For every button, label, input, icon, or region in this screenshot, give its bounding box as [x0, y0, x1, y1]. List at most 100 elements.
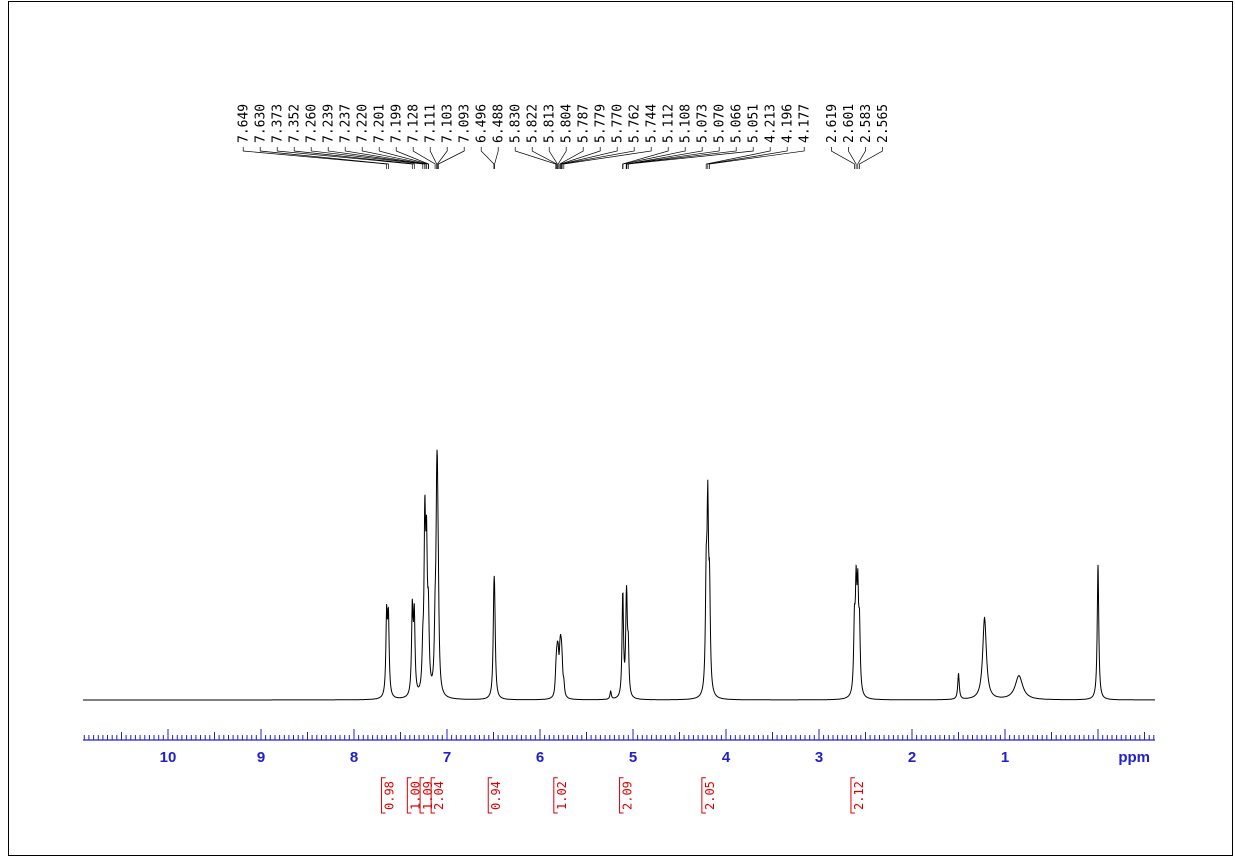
peak-label-connector	[831, 147, 855, 169]
peak-label: 7.239	[322, 104, 337, 143]
axis-tick-label: 8	[350, 749, 358, 766]
peak-label-connector	[707, 147, 788, 169]
peak-label: 4.196	[781, 104, 796, 143]
peak-label: 7.128	[407, 104, 422, 143]
peak-label: 6.496	[475, 104, 490, 143]
peak-label: 5.070	[713, 104, 728, 143]
peak-label-connector	[480, 147, 495, 169]
peak-label-connector	[327, 147, 426, 169]
peak-label: 5.822	[526, 104, 541, 143]
peak-label-connector	[709, 147, 805, 169]
peak-label-connector	[361, 147, 427, 169]
integral-bracket	[419, 777, 425, 814]
integral-value: 2.09	[621, 781, 635, 810]
integral-value: 1.00	[408, 781, 422, 810]
peak-label: 5.804	[560, 104, 575, 143]
peak-label: 7.373	[271, 104, 286, 143]
peak-label-connector	[548, 147, 558, 169]
peak-label-connector	[438, 147, 465, 169]
peak-label: 5.051	[747, 104, 762, 143]
peak-label-connector	[622, 147, 686, 169]
axis-tick-label: 4	[722, 749, 731, 766]
integral-bracket	[487, 777, 493, 814]
peak-label: 7.199	[390, 104, 405, 143]
peak-label-connector	[259, 147, 389, 169]
peak-label: 5.066	[730, 104, 745, 143]
peak-label-connector	[848, 147, 857, 169]
peak-label: 5.762	[628, 104, 643, 143]
peak-label-connector	[412, 147, 436, 169]
integral-value: 2.05	[703, 781, 717, 810]
integral-value: 0.98	[383, 781, 397, 810]
peak-label: 7.093	[458, 104, 473, 143]
peak-label: 7.111	[424, 104, 439, 143]
integral-value: 2.12	[852, 781, 866, 810]
peak-label-connector	[705, 147, 771, 169]
peak-label-connector	[626, 147, 737, 169]
peak-label-connector	[626, 147, 720, 169]
peak-label-connector	[310, 147, 424, 169]
peak-label-connector	[344, 147, 426, 169]
integral-bracket	[619, 777, 624, 814]
peak-label: 7.103	[441, 104, 456, 143]
peak-label-connector	[859, 147, 883, 169]
peak-label-connector	[395, 147, 429, 169]
integral-value: 2.04	[432, 781, 446, 810]
axis-tick-label: 6	[536, 749, 544, 766]
peak-label-connector	[561, 147, 618, 169]
peak-label-connector	[293, 147, 415, 169]
peak-label: 7.260	[305, 104, 320, 143]
integral-bracket	[430, 777, 436, 814]
integral-value: 1.02	[555, 781, 569, 810]
spectrum-trace	[83, 449, 1155, 701]
peak-label-connector	[857, 147, 866, 169]
peak-label: 2.583	[859, 104, 874, 143]
peak-label: 2.619	[825, 104, 840, 143]
peak-label: 7.352	[288, 104, 303, 143]
axis-tick-label: 2	[908, 749, 916, 766]
peak-label: 5.073	[696, 104, 711, 143]
peak-label: 5.787	[577, 104, 592, 143]
peak-label: 5.112	[662, 104, 677, 143]
integral-value: 0.94	[489, 781, 503, 810]
peak-label-connector	[242, 147, 387, 169]
peak-label: 7.630	[254, 104, 269, 143]
peak-label: 5.770	[611, 104, 626, 143]
peak-label-connector	[563, 147, 652, 169]
peak-label-connector	[622, 147, 669, 169]
axis-tick-label: 10	[160, 749, 177, 766]
peak-label: 5.830	[509, 104, 524, 143]
peak-label: 5.813	[543, 104, 558, 143]
axis-tick-label: 5	[629, 749, 637, 766]
peak-label-connector	[437, 147, 448, 169]
axis-tick-label: 3	[815, 749, 823, 766]
peak-label-connector	[531, 147, 557, 169]
integral-bracket	[406, 777, 412, 814]
peak-label: 5.108	[679, 104, 694, 143]
peak-label: 5.779	[594, 104, 609, 143]
integral-bracket	[850, 777, 855, 814]
peak-label-connector	[559, 147, 584, 169]
peak-label-connector	[514, 147, 557, 169]
integral-bracket	[553, 777, 558, 814]
peak-label-connector	[494, 147, 499, 169]
axis-tick-label: 1	[1001, 749, 1009, 766]
peak-label: 7.649	[237, 104, 252, 143]
peak-label: 5.744	[645, 104, 660, 143]
peak-label: 6.488	[492, 104, 507, 143]
integral-bracket	[380, 777, 386, 814]
peak-label-connector	[561, 147, 635, 169]
peak-label: 2.601	[842, 104, 857, 143]
peak-label: 7.220	[356, 104, 371, 143]
axis-tick-label: 9	[257, 749, 265, 766]
peak-label: 7.201	[373, 104, 388, 143]
axis-unit-label: ppm	[1118, 749, 1150, 766]
peak-label: 4.213	[764, 104, 779, 143]
peak-label: 4.177	[798, 104, 813, 143]
peak-label: 2.565	[876, 104, 891, 143]
integral-bracket	[701, 777, 706, 814]
peak-label-connector	[560, 147, 601, 169]
peak-label-connector	[429, 147, 438, 169]
